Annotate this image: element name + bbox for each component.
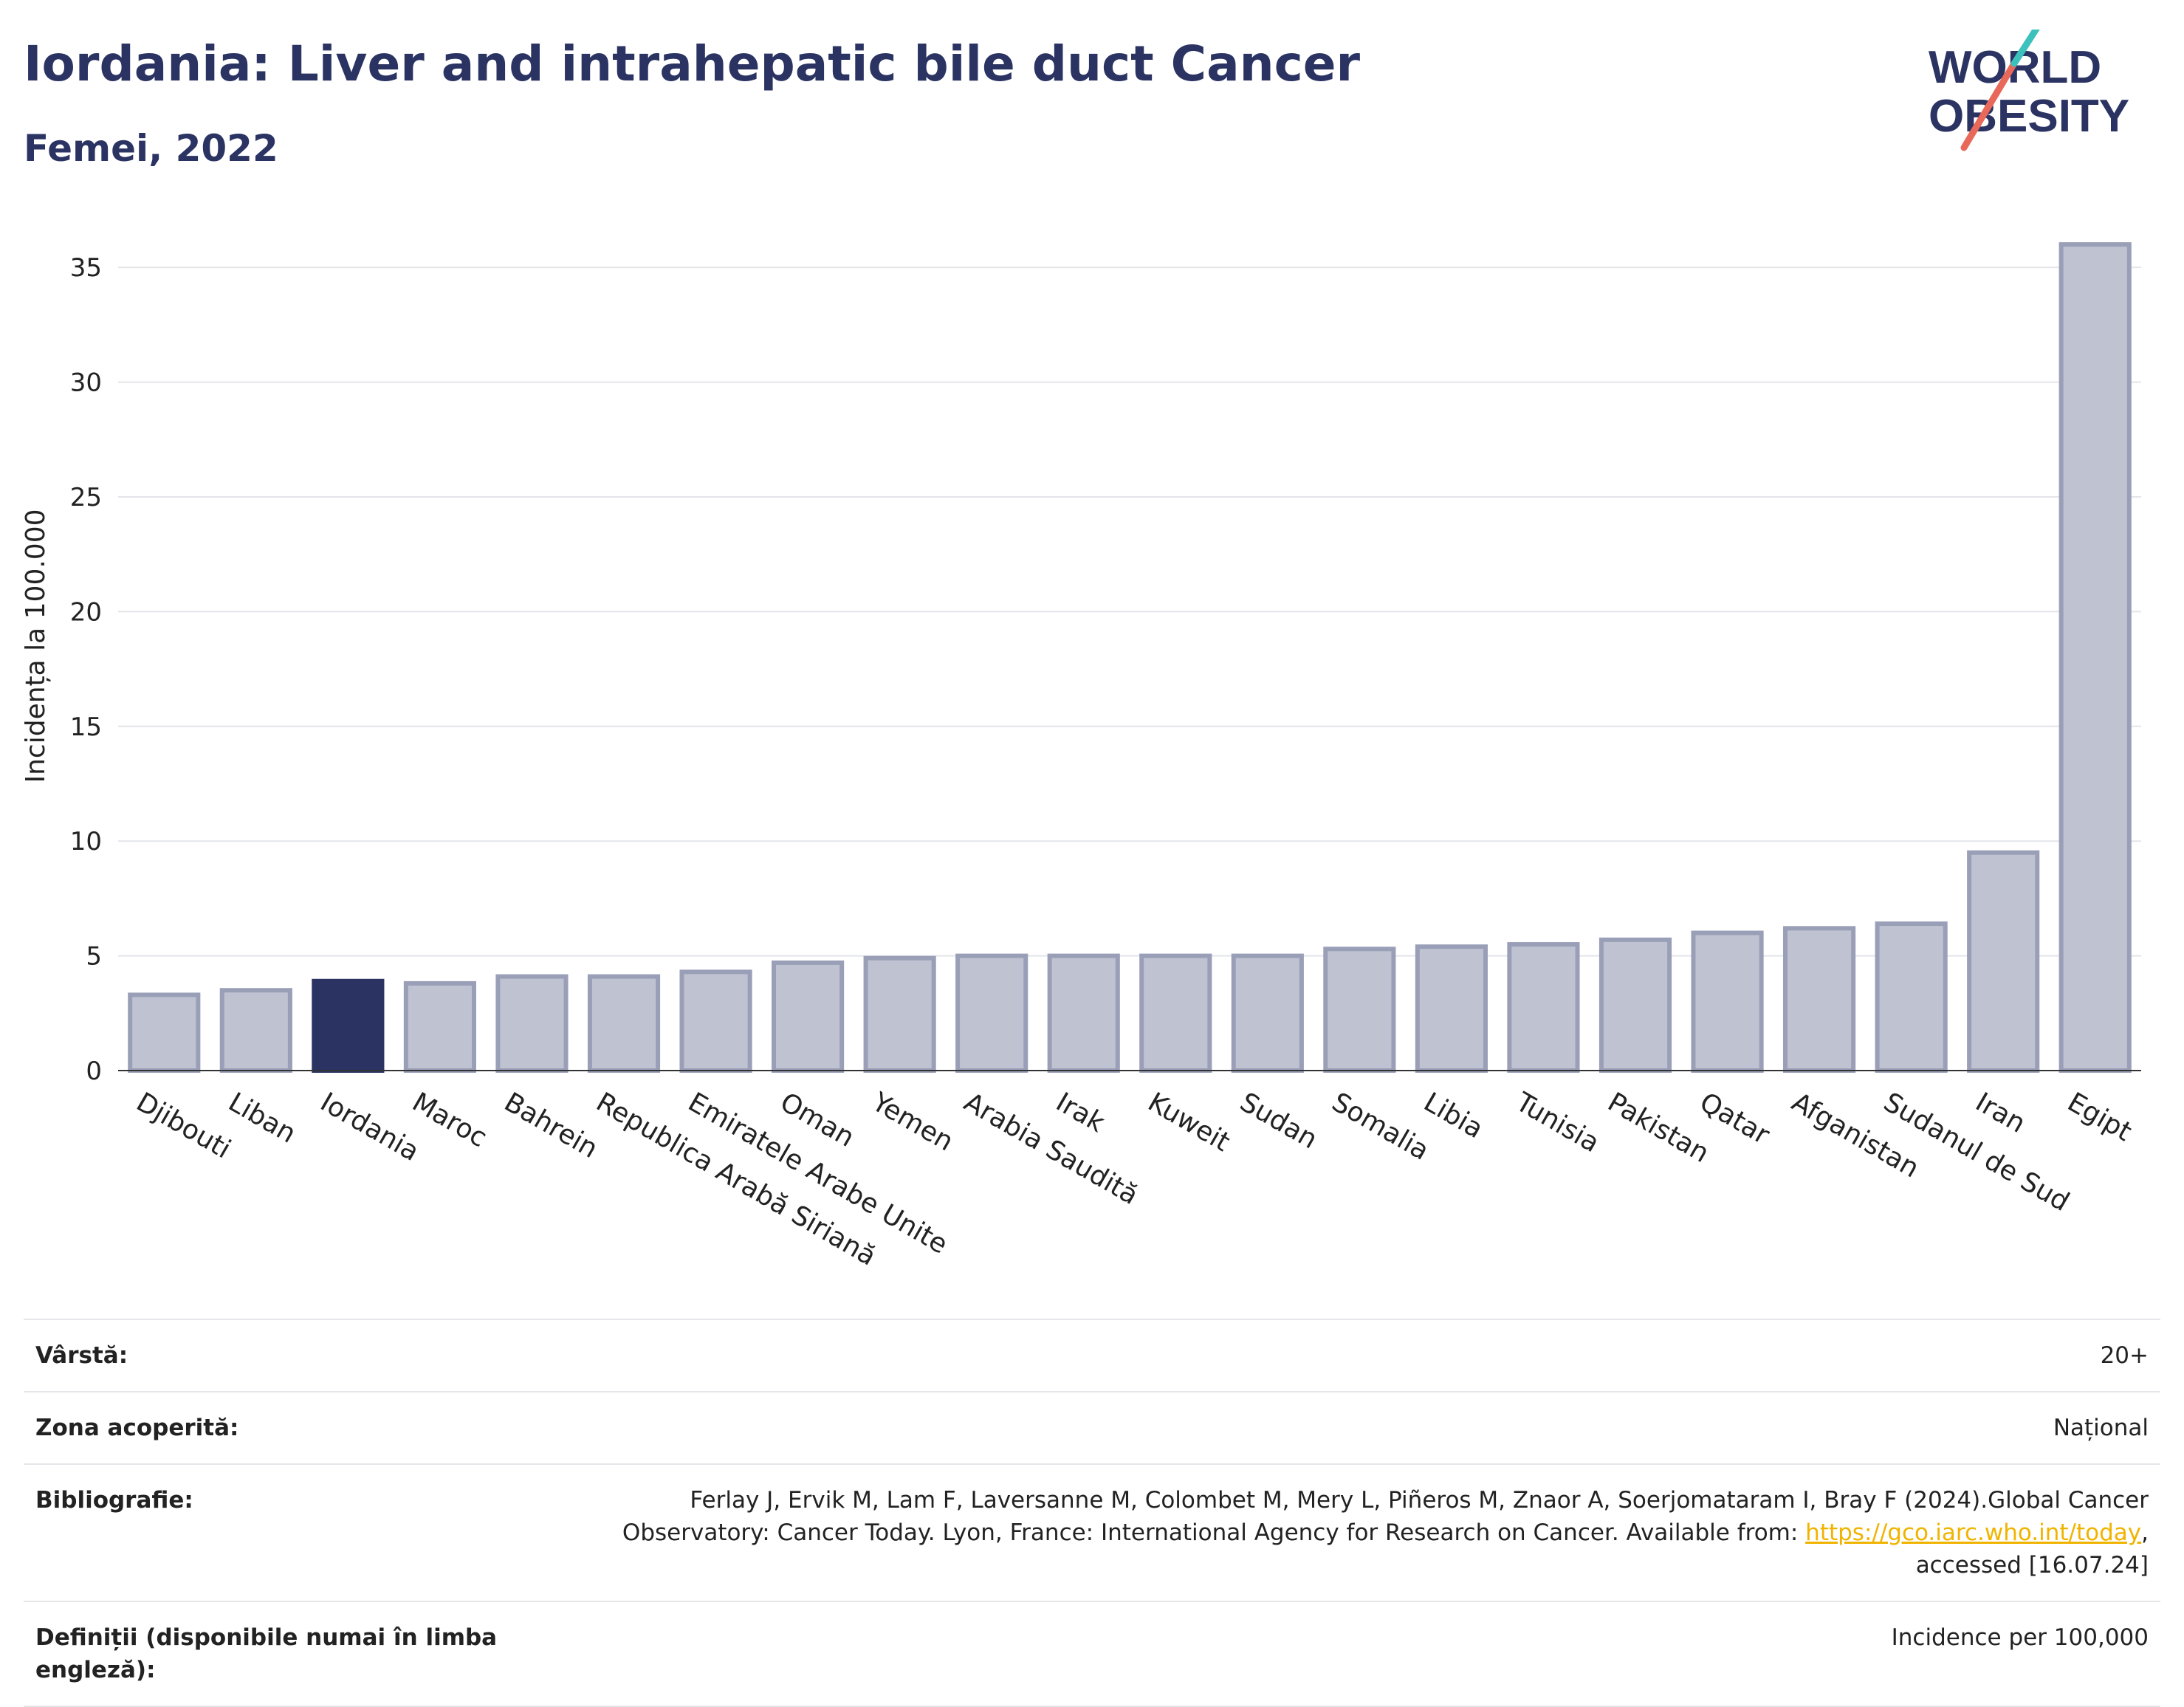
x-tick-label: Libia [1418, 1087, 1488, 1144]
bar-iordania [312, 978, 385, 1074]
meta-label-definitions: Definiții (disponibile numai în limba en… [35, 1624, 498, 1683]
bibliography-link[interactable]: https://gco.iarc.who.int/today [1805, 1519, 2142, 1546]
bar-arabia-saudită [955, 953, 1029, 1074]
meta-row-coverage: Zona acoperită: Național [24, 1391, 2160, 1463]
bar-libia [1415, 944, 1488, 1073]
x-tick-label: Kuweit [1143, 1087, 1235, 1158]
bibliography-text: Ferlay J, Ervik M, Lam F, Laversanne M, … [622, 1487, 2149, 1546]
bar-afganistan [1783, 926, 1856, 1073]
x-tick-label: Iran [1971, 1087, 2030, 1139]
bar-iran [1967, 850, 2040, 1073]
bar-djibouti [128, 992, 201, 1073]
bars [128, 242, 2132, 1074]
x-tick-label: Sudan [1234, 1087, 1322, 1155]
bar-yemen [863, 955, 936, 1074]
bar-somalia [1323, 947, 1396, 1073]
meta-row-age: Vârstă: 20+ [24, 1319, 2160, 1391]
bibliography-accessed: , accessed [16.07.24] [1915, 1519, 2149, 1579]
bar-liban [219, 988, 292, 1073]
bar-oman [772, 960, 845, 1074]
chart-subtitle: Femei, 2022 [24, 127, 278, 170]
y-tick-label: 10 [70, 827, 102, 856]
meta-row-bibliography: Bibliografie: Ferlay J, Ervik M, Lam F, … [24, 1463, 2160, 1601]
bar-maroc [403, 980, 476, 1073]
y-tick-label: 5 [86, 942, 102, 972]
y-tick-label: 20 [70, 597, 102, 627]
y-tick-label: 0 [86, 1057, 102, 1086]
meta-label-age: Vârstă: [35, 1342, 128, 1369]
x-tick-label: Iordania [315, 1087, 424, 1167]
x-tick-label: Yemen [866, 1087, 958, 1158]
bar-tunisia [1507, 942, 1580, 1074]
x-tick-label: Somalia [1327, 1087, 1434, 1167]
y-tick-label: 25 [70, 483, 102, 512]
world-obesity-logo: WORLD OBESITY [1929, 30, 2129, 151]
logo-word-2: OBESITY [1929, 91, 2129, 142]
meta-label-coverage: Zona acoperită: [35, 1415, 239, 1441]
meta-value-bibliography: Ferlay J, Ervik M, Lam F, Laversanne M, … [598, 1484, 2149, 1581]
meta-value-age: 20+ [2100, 1342, 2149, 1369]
bar-kuweit [1139, 953, 1212, 1074]
metadata-table: Vârstă: 20+ Zona acoperită: Național Bib… [24, 1319, 2160, 1707]
x-tick-label: Egipt [2062, 1087, 2137, 1147]
meta-value-definitions: Incidence per 100,000 [1891, 1624, 2149, 1651]
x-tick-label: Pakistan [1603, 1087, 1714, 1169]
logo-slash-red [1960, 60, 2018, 151]
x-tick-label: Arabia Saudită [959, 1087, 1144, 1211]
x-tick-label: Djibouti [131, 1087, 236, 1164]
x-tick-label: Tunisia [1510, 1087, 1604, 1158]
bar-sudanul-de-sud [1875, 921, 1948, 1073]
logo-slash-teal [2010, 30, 2040, 67]
bar-sudan [1231, 953, 1304, 1074]
bar-qatar [1691, 930, 1764, 1073]
bar-emiratele-arabe-unite [679, 969, 752, 1073]
bar-irak [1047, 953, 1120, 1074]
y-tick-label: 30 [70, 368, 102, 398]
bar-pakistan [1598, 937, 1672, 1073]
meta-label-bibliography: Bibliografie: [35, 1487, 193, 1514]
bar-republica-arabă-siriană [587, 974, 661, 1074]
y-tick-label: 35 [70, 253, 102, 283]
grid-lines [118, 267, 2141, 957]
meta-value-coverage: Național [2053, 1415, 2149, 1441]
y-axis-label: Incidența la 100.000 [21, 509, 51, 783]
chart-title: Iordania: Liver and intrahepatic bile du… [24, 35, 1361, 92]
bar-bahrein [495, 974, 569, 1074]
bar-egipt [2058, 242, 2132, 1074]
meta-row-definitions: Definiții (disponibile numai în limba en… [24, 1601, 2160, 1707]
x-tick-label: Irak [1051, 1087, 1110, 1138]
x-tick-label: Liban [223, 1087, 301, 1149]
y-tick-labels: 0 5 10 15 20 25 30 35 [70, 253, 102, 1086]
x-tick-label: Bahrein [499, 1087, 602, 1164]
y-tick-label: 15 [70, 712, 102, 742]
